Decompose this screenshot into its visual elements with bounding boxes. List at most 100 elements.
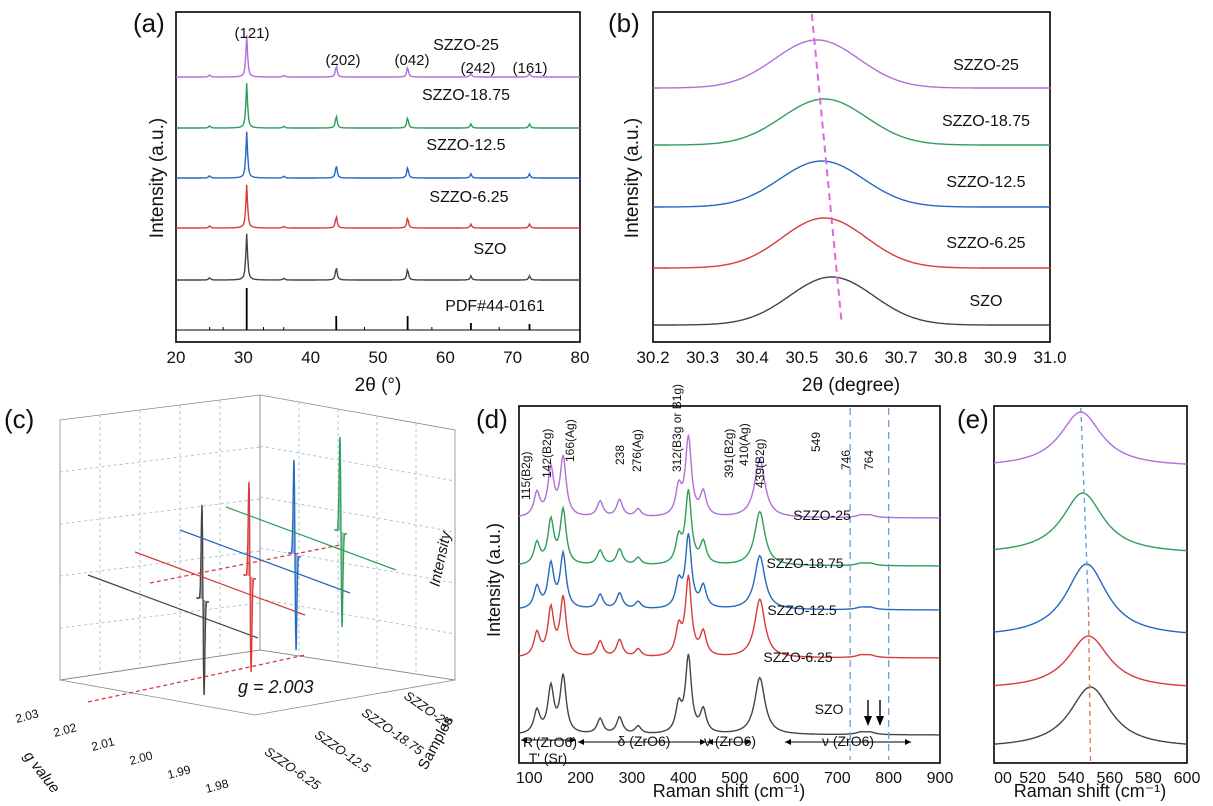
tick-label: 600 (1174, 770, 1201, 787)
raman-line-SZZO-6.25 (518, 574, 940, 659)
peak-label: (161) (512, 60, 547, 77)
xrd-zoom-line-SZZO-25 (653, 39, 1050, 89)
esr-baseline-SZZO-12.5 (179, 529, 351, 594)
mode-label: 276(Ag) (630, 429, 644, 472)
xrd-line-SZZO-12.5 (176, 131, 580, 179)
g-tick-label: 1.98 (204, 776, 230, 796)
raman-line-SZZO-18.75 (518, 489, 940, 567)
tick-label: 560 (1096, 770, 1123, 787)
region-label: δ (ZrO6) (618, 733, 671, 749)
tick-label: 30.4 (736, 348, 769, 367)
region-arrow-head (570, 737, 576, 743)
g-tick-label: 2.03 (14, 706, 40, 726)
panel-d-frame (518, 405, 941, 764)
tick-label: 100 (516, 770, 543, 787)
panel-c-ylabel: Intensity (426, 529, 455, 589)
tick-label: 70 (503, 348, 522, 367)
panel-a-plot: SZZO-25 SZZO-18.75 SZZO-12.5 SZZO-6.25 SZO PD… (176, 25, 580, 331)
esr-trace-SZO (196, 504, 210, 696)
panel-e-xlabel: Raman shift (cm⁻¹) (1014, 781, 1167, 801)
series-label-SZZO-18.75: SZZO-18.75 (766, 555, 843, 571)
tick-label: 60 (436, 348, 455, 367)
panel-c-gticks: 2.03 2.02 2.01 2.00 1.99 1.98 (14, 706, 230, 796)
panel-c-xlabel: g value (20, 748, 63, 797)
mode-label: 142(B2g) (540, 429, 554, 478)
raman-zoom-line-SZZO-6.25 (993, 635, 1188, 687)
g-tick-label: 2.01 (90, 734, 116, 754)
xrd-zoom-line-SZZO-6.25 (653, 217, 1050, 269)
reference-label: PDF#44-0161 (445, 298, 545, 315)
panel-a-ylabel: Intensity (a.u.) (147, 118, 168, 238)
mode-label: 238 (613, 445, 627, 465)
tick-label: 30 (234, 348, 253, 367)
tick-label: 800 (875, 770, 902, 787)
tick-label: 30.9 (984, 348, 1017, 367)
peak-shift-line (810, 13, 843, 323)
tick-label: 400 (670, 770, 697, 787)
panel-d-xlabel: Raman shift (cm⁻¹) (653, 781, 806, 801)
tick-label: 540 (1058, 770, 1085, 787)
series-label-SZZO-18.75: SZZO-18.75 (422, 87, 510, 104)
g-marker-line (149, 544, 341, 584)
panel-c-plot (87, 436, 397, 703)
panel-b-plot: SZZO-25 SZZO-18.75 SZZO-12.5 SZZO-6.25 SZO (653, 13, 1050, 326)
series-label-SZO: SZO (970, 293, 1003, 310)
region-arrow-head (707, 739, 713, 745)
region-label: ν (ZrO6) (704, 733, 756, 749)
panel-c-annotation: g = 2.003 (238, 677, 314, 697)
sample-tick-label: SZZO-12.5 (312, 727, 374, 777)
tick-label: 600 (773, 770, 800, 787)
region-label: R'(ZrO6) (523, 734, 577, 750)
raman-zoom-line-SZZO-12.5 (993, 563, 1188, 634)
grid-line (259, 445, 456, 482)
grid-line (59, 550, 261, 577)
panel-b-ylabel: Intensity (a.u.) (622, 118, 643, 238)
series-label-SZZO-6.25: SZZO-6.25 (946, 235, 1025, 252)
panel-label-b: (b) (608, 8, 640, 38)
panel-label-e: (e) (957, 404, 989, 434)
tick-label: 200 (567, 770, 594, 787)
raman-zoom-line-SZZO-18.75 (993, 492, 1188, 552)
tick-label: 900 (927, 770, 954, 787)
panel-d-plot: SZZO-25 SZZO-18.75 SZZO-12.5 SZZO-6.25 SZO 11… (518, 384, 940, 766)
tick-label: 30.7 (885, 348, 918, 367)
grid-line (259, 598, 456, 635)
panel-label-c: (c) (4, 404, 34, 434)
tick-label: 700 (824, 770, 851, 787)
tick-label: 30.2 (636, 348, 669, 367)
series-label-SZZO-12.5: SZZO-12.5 (946, 174, 1025, 191)
tick-label: 30.6 (835, 348, 868, 367)
region-arrow-head (578, 739, 584, 745)
tick-label: 580 (1135, 770, 1162, 787)
series-label-SZZO-25: SZZO-25 (793, 507, 851, 523)
grid-line (59, 498, 261, 525)
mode-label: 166(Ag) (563, 419, 577, 462)
series-label-SZO: SZO (815, 701, 844, 717)
panel-a-xticks: 20 30 40 50 60 70 80 (167, 348, 590, 367)
g-tick-label: 2.00 (128, 748, 154, 768)
arrow-head (864, 716, 872, 726)
region-arrow-head (745, 739, 751, 745)
series-label-SZZO-6.25: SZZO-6.25 (429, 189, 508, 206)
mode-label: 549 (809, 432, 823, 452)
peak-label: (042) (394, 52, 429, 69)
grid-line (59, 446, 261, 473)
mode-label: 764 (862, 450, 876, 470)
peak-label: (242) (460, 60, 495, 77)
series-label-SZZO-6.25: SZZO-6.25 (763, 649, 832, 665)
xrd-line-SZO (176, 233, 580, 281)
panel-a-xlabel: 2θ (°) (355, 375, 402, 396)
grid-line (59, 602, 261, 629)
mode-label: 312(B3g or B1g) (670, 384, 684, 472)
panel-d-xticks: 100 200 300 400 500 600 700 800 900 (516, 770, 954, 787)
mode-label: 391(B2g) (722, 429, 736, 478)
panel-label-a: (a) (133, 8, 165, 38)
tick-label: 40 (301, 348, 320, 367)
tick-label: 50 (369, 348, 388, 367)
xrd-zoom-line-SZZO-18.75 (653, 98, 1050, 146)
peak-label: (202) (325, 52, 360, 69)
tick-label: 30.5 (785, 348, 818, 367)
raman-line-SZZO-25 (518, 434, 940, 519)
